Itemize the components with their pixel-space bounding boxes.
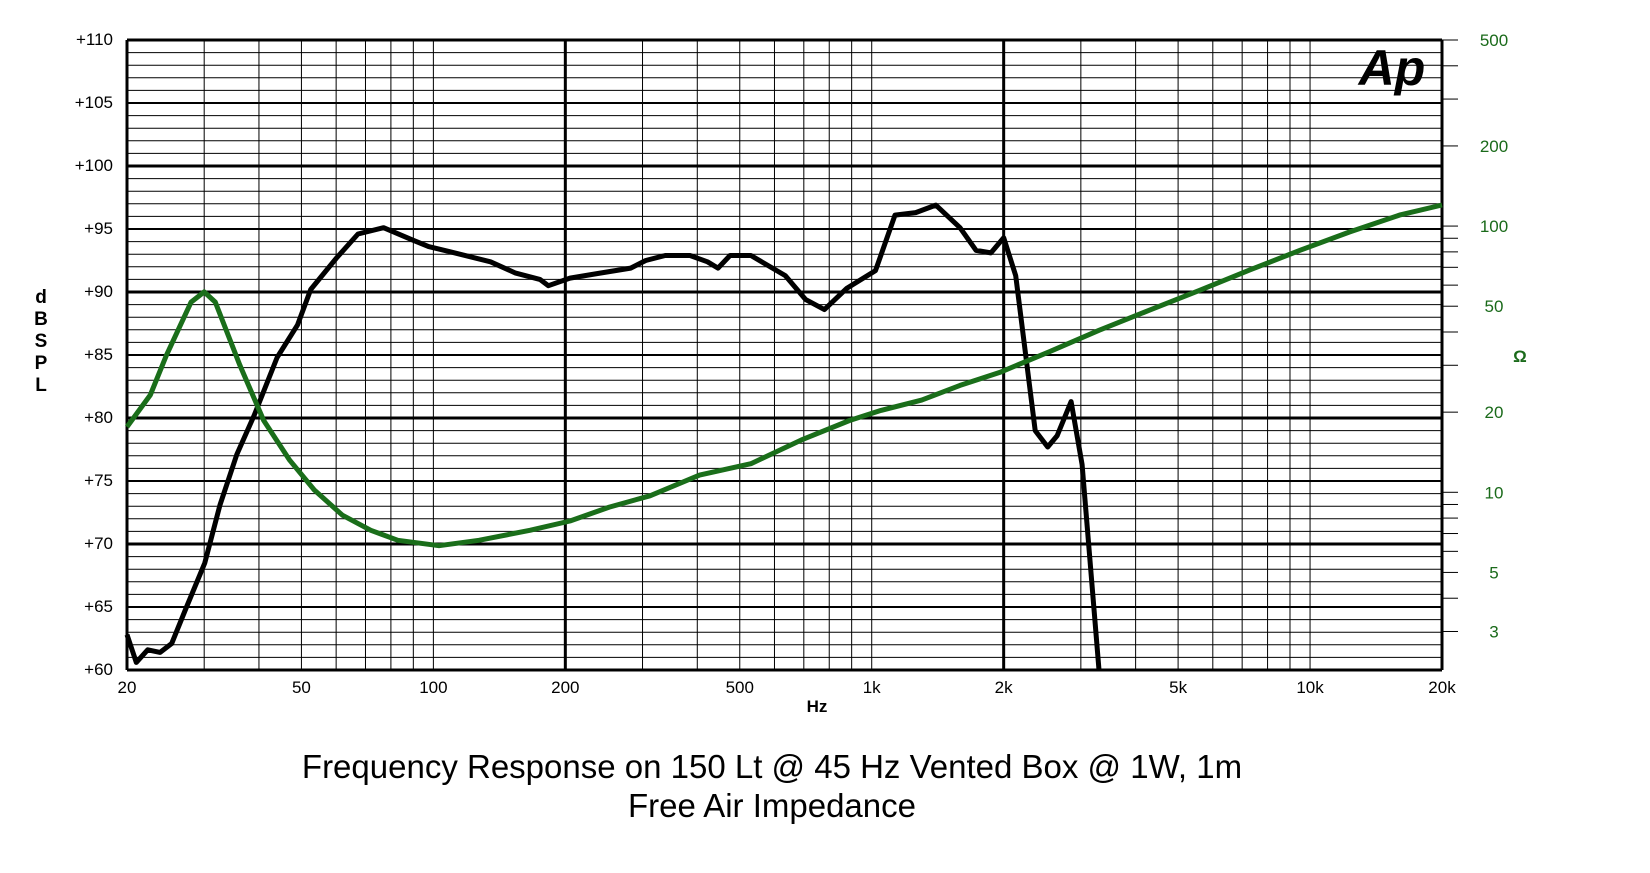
x-axis-ticks: 20 50 100 200 500 1k 2k 5k 10k 20k bbox=[118, 678, 1457, 697]
series-lines bbox=[124, 202, 1443, 671]
y2-tick-label: 20 bbox=[1485, 403, 1504, 422]
x-tick-label: 10k bbox=[1296, 678, 1324, 697]
impedance-line bbox=[124, 202, 1443, 549]
y-axis-ticks: +110 +105 +100 +95 +90 +85 +80 +75 +70 +65 +60 bbox=[75, 30, 113, 679]
y2-tick-label: 50 bbox=[1485, 297, 1504, 316]
y-tick-label: +105 bbox=[75, 93, 113, 112]
y-tick-label: +60 bbox=[84, 660, 113, 679]
y-tick-label: +90 bbox=[84, 282, 113, 301]
y-tick-label: +65 bbox=[84, 597, 113, 616]
spl-line bbox=[124, 202, 1102, 671]
y2-tick-label: 200 bbox=[1480, 137, 1508, 156]
y2-tick-label: 10 bbox=[1485, 483, 1504, 502]
y-tick-label: +80 bbox=[84, 408, 113, 427]
x-tick-label: 1k bbox=[863, 678, 881, 697]
y-tick-label: +95 bbox=[84, 219, 113, 238]
x-tick-label: 20 bbox=[118, 678, 137, 697]
y2-axis-label: Ω bbox=[1513, 347, 1527, 366]
grid bbox=[125, 38, 1458, 672]
chart-title: Frequency Response on 150 Lt @ 45 Hz Ven… bbox=[302, 748, 1242, 785]
y-tick-label: +75 bbox=[84, 471, 113, 490]
y-tick-label: +85 bbox=[84, 345, 113, 364]
chart-subtitle: Free Air Impedance bbox=[628, 787, 916, 824]
x-tick-label: 5k bbox=[1169, 678, 1187, 697]
y2-tick-label: 500 bbox=[1480, 31, 1508, 50]
x-tick-label: 2k bbox=[995, 678, 1013, 697]
x-tick-label: 50 bbox=[292, 678, 311, 697]
ap-logo: Ap bbox=[1357, 40, 1426, 96]
x-tick-label: 20k bbox=[1428, 678, 1456, 697]
y-tick-label: +110 bbox=[76, 30, 113, 49]
x-tick-label: 500 bbox=[726, 678, 754, 697]
x-tick-label: 200 bbox=[551, 678, 579, 697]
y-tick-label: +100 bbox=[75, 156, 113, 175]
y-axis-label: dB SPL bbox=[34, 287, 48, 396]
y2-tick-label: 5 bbox=[1489, 563, 1498, 582]
x-tick-label: 100 bbox=[419, 678, 447, 697]
y2-axis-ticks: 500 200 100 50 20 10 5 3 bbox=[1480, 31, 1508, 641]
x-axis-label: Hz bbox=[807, 697, 828, 716]
y2-tick-label: 3 bbox=[1489, 622, 1498, 641]
y2-tick-label: 100 bbox=[1480, 217, 1508, 236]
y-tick-label: +70 bbox=[84, 534, 113, 553]
